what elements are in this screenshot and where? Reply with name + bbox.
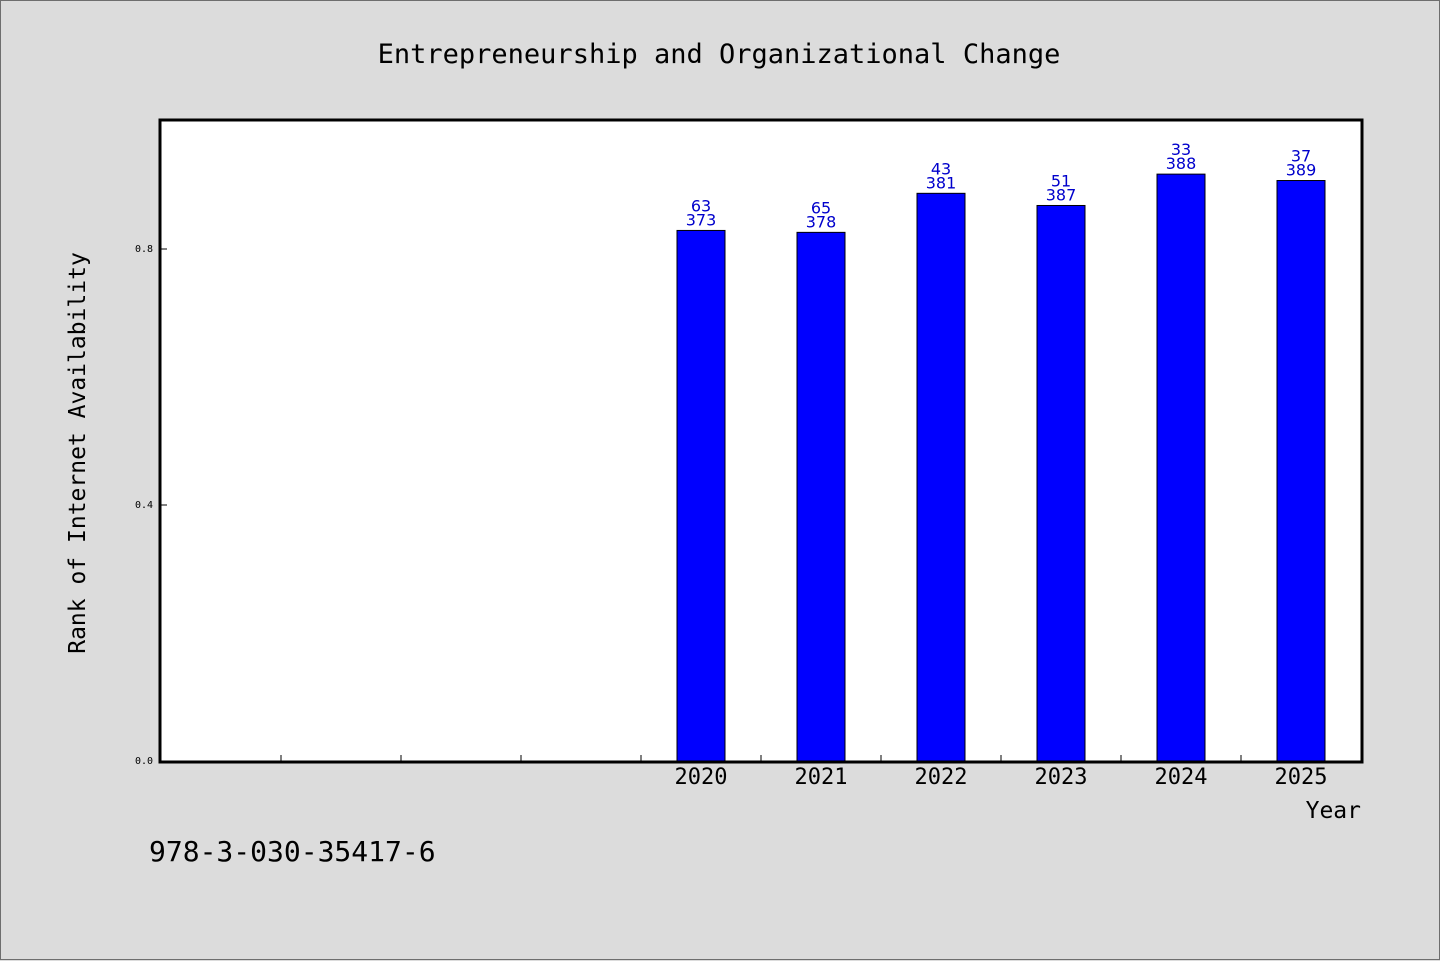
bar-2022 bbox=[916, 192, 966, 762]
chart-title: Entrepreneurship and Organizational Chan… bbox=[378, 39, 1061, 70]
bar-2025 bbox=[1276, 180, 1326, 762]
data-label-top: 37 bbox=[1291, 147, 1311, 166]
bar-2021 bbox=[796, 231, 846, 762]
bars bbox=[676, 173, 1326, 762]
data-label-top: 65 bbox=[811, 198, 831, 217]
x-tick-label: 2022 bbox=[915, 765, 968, 790]
data-label-bottom: 387 bbox=[1046, 185, 1077, 204]
bar-2020 bbox=[676, 229, 726, 762]
data-label-bottom: 389 bbox=[1286, 161, 1317, 180]
x-tick-label: 2025 bbox=[1275, 765, 1328, 790]
x-tick-label: 2023 bbox=[1035, 765, 1088, 790]
y-tick-label: 0.8 bbox=[135, 244, 153, 255]
data-label-bottom: 388 bbox=[1166, 154, 1197, 173]
data-label-top: 33 bbox=[1171, 140, 1191, 159]
data-label-top: 43 bbox=[931, 159, 951, 178]
x-tick-label: 2024 bbox=[1155, 765, 1208, 790]
x-tick-label: 2021 bbox=[795, 765, 848, 790]
data-label-bottom: 373 bbox=[686, 210, 717, 229]
y-axis-label: Rank of Internet Availability bbox=[65, 252, 91, 654]
data-label-bottom: 381 bbox=[926, 173, 957, 192]
data-label-top: 63 bbox=[691, 196, 711, 215]
bar-2023 bbox=[1036, 204, 1086, 762]
isbn-footer: 978-3-030-35417-6 bbox=[149, 835, 436, 868]
x-axis-label: Year bbox=[1306, 798, 1361, 824]
data-label-top: 51 bbox=[1051, 171, 1071, 190]
bar-2024 bbox=[1156, 173, 1206, 762]
y-tick-label: 0.4 bbox=[135, 500, 153, 511]
x-tick-label: 2020 bbox=[675, 765, 728, 790]
data-label-bottom: 378 bbox=[806, 212, 837, 231]
y-tick-label: 0.0 bbox=[135, 756, 153, 767]
axis-ticks: 0.0 0.4 0.8 bbox=[135, 244, 1242, 767]
